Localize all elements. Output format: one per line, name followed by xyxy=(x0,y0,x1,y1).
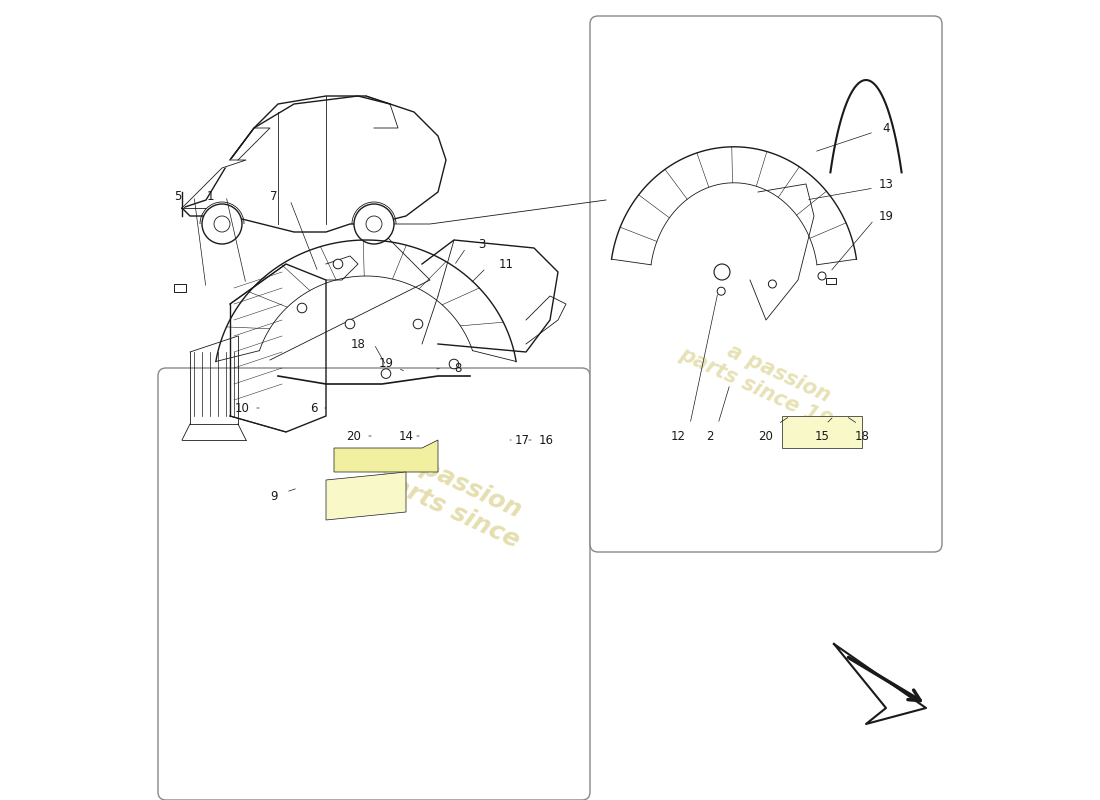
Text: 11: 11 xyxy=(498,258,514,270)
FancyBboxPatch shape xyxy=(158,368,590,800)
Circle shape xyxy=(382,369,390,378)
Text: 3: 3 xyxy=(478,238,486,250)
Text: 14: 14 xyxy=(398,430,414,442)
Text: 1: 1 xyxy=(207,190,213,202)
Circle shape xyxy=(214,216,230,232)
Text: 19: 19 xyxy=(879,210,893,222)
Text: 18: 18 xyxy=(351,338,365,350)
Text: 9: 9 xyxy=(271,490,277,502)
Circle shape xyxy=(297,303,307,313)
Circle shape xyxy=(345,319,355,329)
Text: 20: 20 xyxy=(759,430,773,442)
Circle shape xyxy=(354,204,394,244)
Circle shape xyxy=(414,319,422,329)
Bar xyxy=(174,284,186,292)
Text: 13: 13 xyxy=(879,178,893,190)
Text: 5: 5 xyxy=(174,190,182,202)
Text: 17: 17 xyxy=(515,434,529,446)
Text: 10: 10 xyxy=(234,402,250,414)
Text: 18: 18 xyxy=(855,430,869,442)
Polygon shape xyxy=(334,440,438,472)
Text: 20: 20 xyxy=(346,430,362,442)
Text: 16: 16 xyxy=(539,434,553,446)
Circle shape xyxy=(818,272,826,280)
Text: 8: 8 xyxy=(454,362,462,374)
Circle shape xyxy=(769,280,777,288)
Text: a passion
parts since 1985: a passion parts since 1985 xyxy=(676,323,871,445)
Polygon shape xyxy=(182,160,246,208)
Polygon shape xyxy=(326,472,406,520)
Text: 4: 4 xyxy=(882,122,890,134)
Circle shape xyxy=(202,204,242,244)
Text: 19: 19 xyxy=(378,358,394,370)
Text: 12: 12 xyxy=(671,430,685,442)
Text: 2: 2 xyxy=(706,430,714,442)
Circle shape xyxy=(333,259,343,269)
Bar xyxy=(826,278,836,284)
Text: 7: 7 xyxy=(271,190,277,202)
Circle shape xyxy=(714,264,730,280)
Circle shape xyxy=(717,287,725,295)
Polygon shape xyxy=(782,416,862,448)
Circle shape xyxy=(449,359,459,369)
Text: a passion
parts since: a passion parts since xyxy=(373,439,536,553)
Text: 6: 6 xyxy=(310,402,318,414)
Text: 15: 15 xyxy=(815,430,829,442)
FancyBboxPatch shape xyxy=(590,16,942,552)
Circle shape xyxy=(366,216,382,232)
